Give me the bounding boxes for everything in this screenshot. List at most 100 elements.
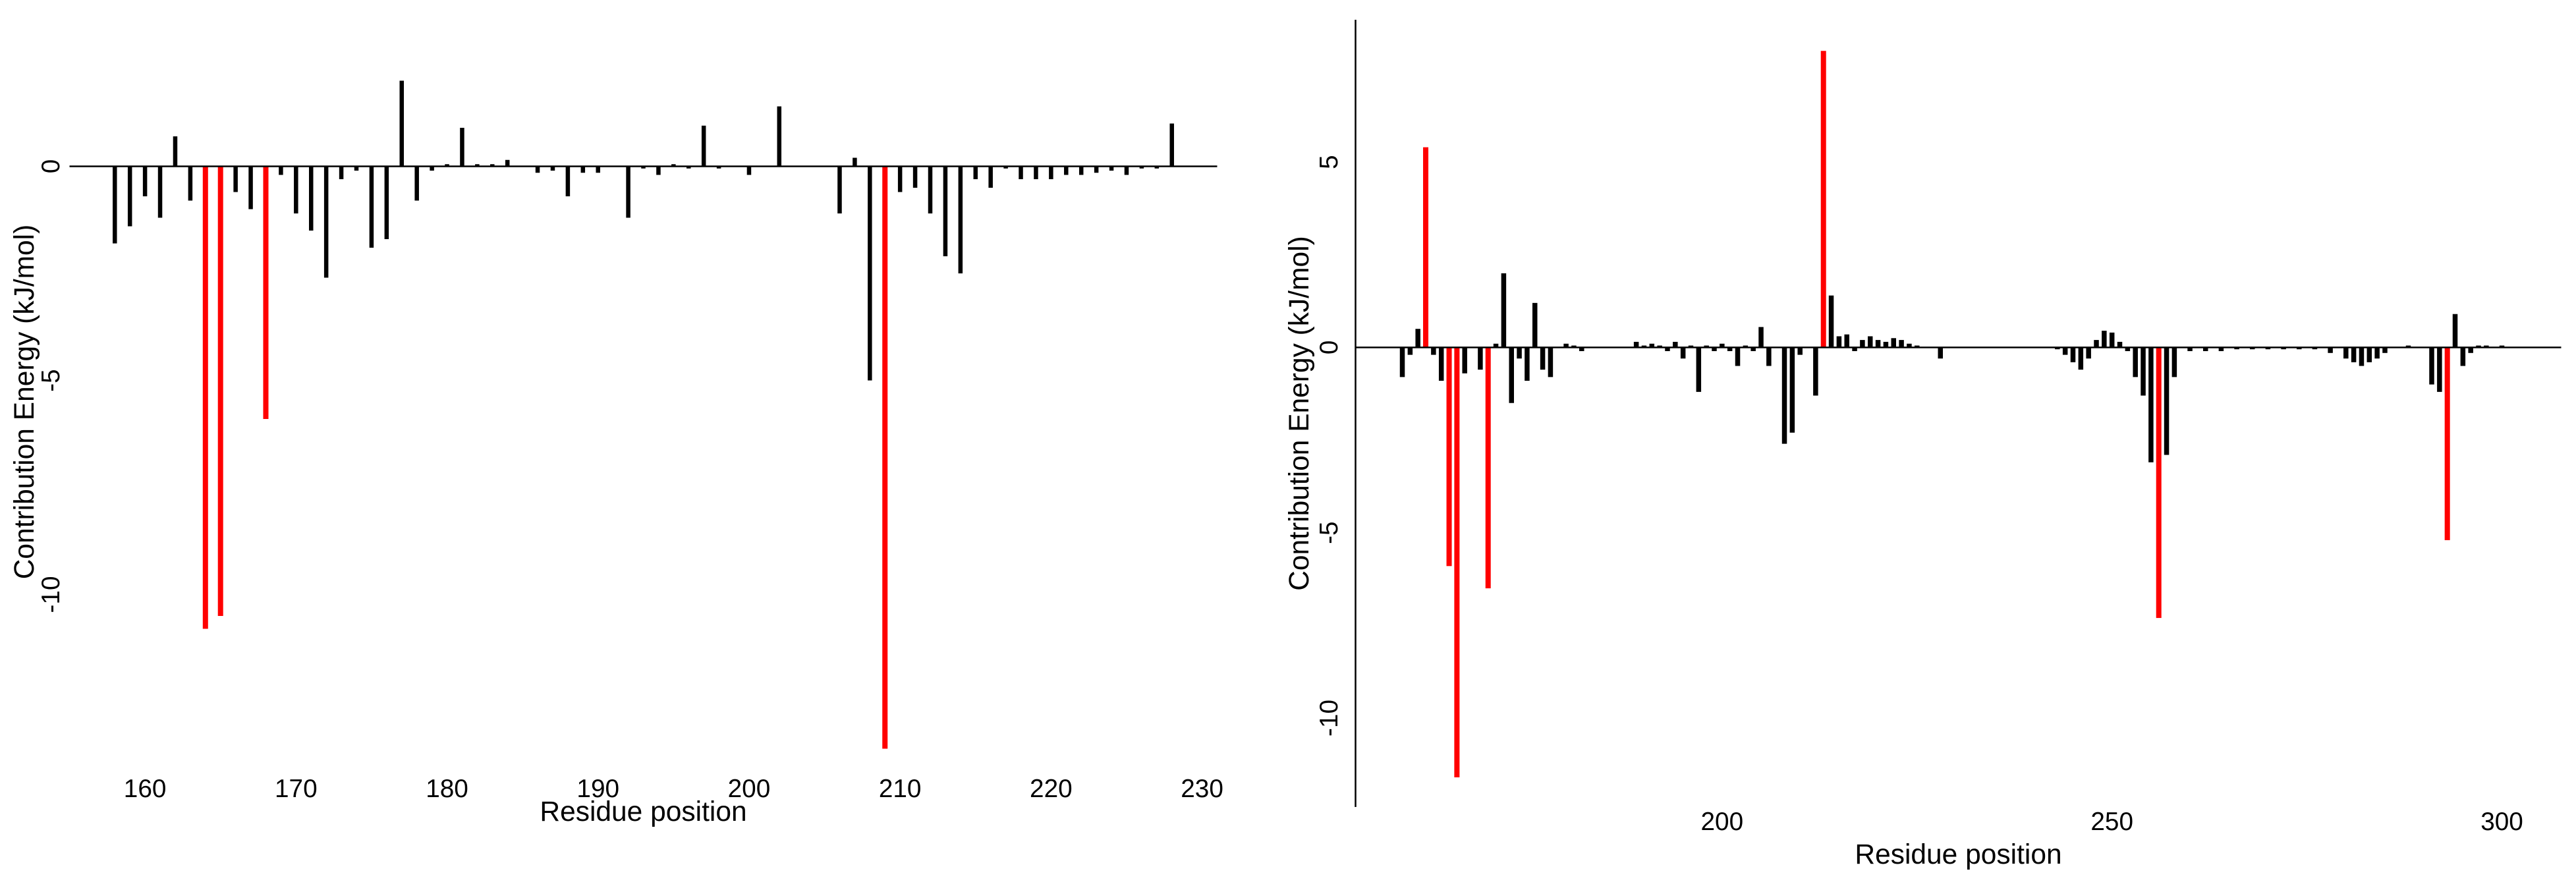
bar [1034, 166, 1038, 179]
x-tick-label: 230 [1181, 775, 1223, 803]
bar [1915, 345, 1920, 348]
bar [1415, 329, 1420, 348]
bar [868, 166, 872, 381]
bar [2297, 347, 2302, 350]
bar [1509, 347, 1514, 403]
bar [1493, 343, 1499, 348]
bar [460, 127, 464, 167]
bar [248, 166, 253, 209]
bar [430, 166, 434, 171]
bar [1657, 345, 1662, 348]
bar [1750, 347, 1756, 351]
x-tick-label: 190 [576, 775, 619, 803]
bar [626, 166, 630, 218]
bar [2351, 347, 2357, 362]
bar [1907, 343, 1912, 348]
bar [2148, 347, 2154, 462]
bar [2234, 347, 2239, 350]
bar [1781, 347, 1787, 444]
y-tick-label: -5 [1315, 521, 1343, 543]
bar [1049, 166, 1053, 179]
bar [2055, 347, 2060, 350]
bar [928, 166, 933, 213]
y-tick-label: 0 [37, 159, 65, 174]
x-tick-label: 180 [426, 775, 468, 803]
bar [2437, 347, 2442, 392]
bar [882, 166, 888, 749]
bar [2366, 347, 2372, 362]
bar [1641, 345, 1647, 348]
bar [580, 166, 586, 173]
bar [1883, 341, 1889, 348]
bar [2374, 347, 2380, 359]
bar [2250, 347, 2255, 350]
bar [1525, 347, 1530, 381]
bar [202, 166, 208, 629]
bar [565, 166, 571, 196]
bar [188, 166, 193, 201]
bar [912, 166, 918, 188]
bar [1867, 336, 1873, 348]
bar [2218, 347, 2224, 351]
bar [1665, 347, 1670, 351]
bar [2171, 347, 2177, 377]
x-tick-label: 200 [1701, 808, 1744, 836]
bar [2086, 347, 2091, 359]
bar [2281, 347, 2286, 350]
bar [1563, 343, 1569, 348]
bar [2202, 347, 2208, 351]
bar [1517, 347, 1522, 359]
bar [1548, 347, 1554, 377]
bar [1485, 347, 1491, 589]
bar [2499, 345, 2505, 348]
bar [1712, 347, 1717, 351]
bar [777, 106, 782, 167]
bar [550, 166, 555, 171]
bar [2141, 347, 2146, 396]
bar [369, 166, 374, 248]
x-tick-label: 170 [275, 775, 318, 803]
bar [988, 166, 993, 188]
bar [1431, 347, 1436, 355]
bar [1860, 340, 1865, 348]
bar [233, 166, 238, 192]
bar [1501, 273, 1507, 348]
bar [2484, 345, 2489, 348]
x-tick-label: 300 [2480, 808, 2523, 836]
bar [1649, 343, 1655, 348]
bar [973, 166, 978, 179]
bar [2405, 345, 2411, 348]
bar [2452, 314, 2458, 348]
bar [1743, 345, 1749, 348]
y-axis-title: Contribution Energy (kJ/mol) [1284, 236, 1315, 591]
x-axis-title: Residue position [1855, 839, 2061, 870]
bar [323, 166, 329, 278]
bar [1423, 147, 1429, 348]
bar [1828, 295, 1834, 348]
bar [1820, 51, 1826, 348]
bar [142, 166, 148, 196]
y-tick-label: 0 [1315, 341, 1343, 355]
bar [1462, 347, 1467, 374]
bar [1407, 347, 1413, 355]
bar [1899, 340, 1904, 348]
bar [943, 166, 948, 256]
bar [1094, 166, 1099, 173]
bar [1154, 166, 1160, 169]
bar [308, 166, 314, 231]
bar [263, 166, 269, 419]
bar [2444, 347, 2450, 540]
bar [837, 166, 842, 213]
bar [1727, 347, 1733, 351]
bar [1844, 334, 1849, 348]
bar [1875, 340, 1881, 348]
bar [1019, 166, 1023, 179]
chart-panel: -10 -5 0 160 170 180 190 200 210 220 230 Contributi… [9, 80, 1223, 827]
bar [2476, 345, 2481, 348]
bar [1446, 347, 1452, 567]
bar [1003, 166, 1008, 169]
bar [399, 80, 405, 167]
bar [173, 136, 178, 167]
bar [217, 166, 223, 616]
